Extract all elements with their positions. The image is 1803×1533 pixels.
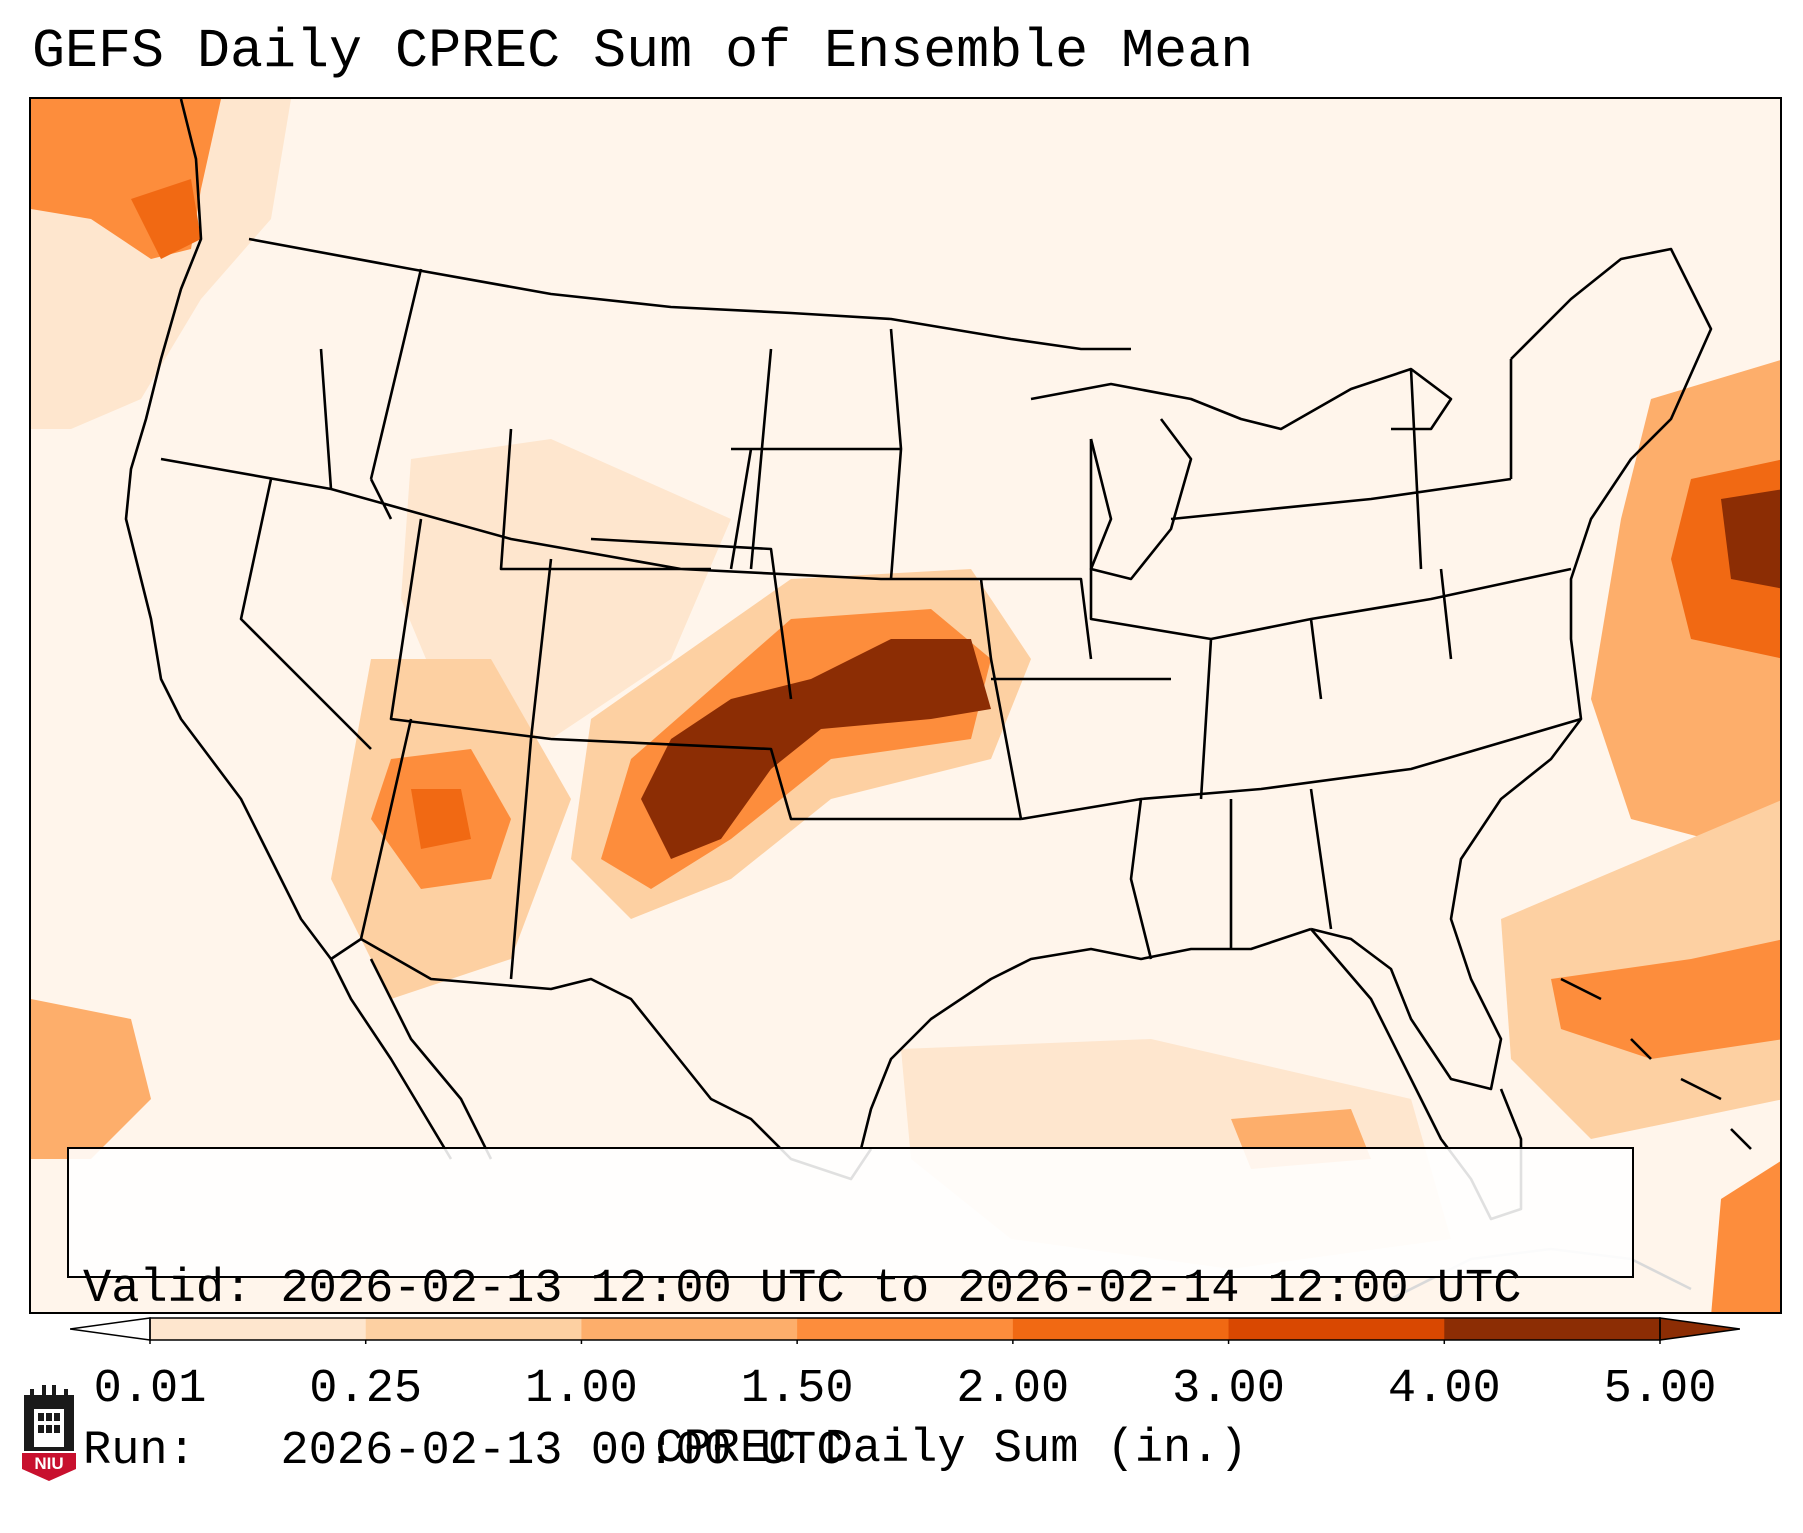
run-row: Run: 2026-02-13 00:00 UTC bbox=[83, 1425, 1632, 1479]
precip-pacific-sw bbox=[31, 999, 151, 1159]
precip-atlantic-max bbox=[1721, 489, 1780, 589]
valid-value: 2026-02-13 12:00 UTC to 2026-02-14 12:00… bbox=[280, 1263, 1522, 1316]
colorbar-tick-labels: 0.01 0.25 1.00 1.50 2.00 3.00 4.00 5.00 bbox=[0, 1362, 1803, 1417]
map-title: GEFS Daily CPREC Sum of Ensemble Mean bbox=[32, 20, 1254, 83]
bahamas-islands bbox=[1560, 977, 1752, 1150]
logo-text: NIU bbox=[34, 1454, 63, 1473]
colorbar-tick-label: 0.25 bbox=[309, 1363, 423, 1416]
colorbar-outline bbox=[149, 1317, 1661, 1341]
colorbar-tick-label: 1.50 bbox=[740, 1363, 854, 1416]
colorbar-tick-label: 5.00 bbox=[1603, 1363, 1717, 1416]
precip-west-wash bbox=[31, 99, 461, 1312]
colorbar-segment bbox=[581, 1318, 798, 1340]
colorbar-segment bbox=[1444, 1318, 1661, 1340]
state-lines bbox=[160, 268, 1582, 980]
run-label: Run: bbox=[83, 1425, 196, 1478]
colorbar-tick-label: 0.01 bbox=[93, 1363, 207, 1416]
validity-info-box: Valid: 2026-02-13 12:00 UTC to 2026-02-1… bbox=[67, 1147, 1634, 1478]
precip-bahamas-mid bbox=[1551, 939, 1780, 1059]
colorbar bbox=[70, 1317, 1740, 1344]
colorbar-segment bbox=[150, 1318, 367, 1340]
precipitation-map bbox=[29, 97, 1782, 1314]
precip-arizona-core bbox=[411, 789, 471, 849]
baja-coast bbox=[329, 958, 493, 1160]
great-lakes bbox=[1030, 367, 1453, 581]
colorbar-tick-label: 3.00 bbox=[1172, 1363, 1285, 1416]
valid-row: Valid: 2026-02-13 12:00 UTC to 2026-02-1… bbox=[83, 1263, 1632, 1317]
niu-logo: NIU bbox=[22, 1385, 76, 1481]
colorbar-segment bbox=[365, 1318, 582, 1340]
colorbar-segment bbox=[797, 1318, 1014, 1340]
boundaries bbox=[124, 99, 1752, 1301]
colorbar-under-arrow bbox=[70, 1317, 151, 1341]
precip-caribbean bbox=[1711, 1161, 1780, 1312]
run-value: 2026-02-13 00:00 UTC bbox=[280, 1425, 845, 1478]
colorbar-label: CPREC Daily Sum (in.) bbox=[655, 1423, 1248, 1476]
us-canada-border bbox=[248, 237, 1131, 351]
precip-field bbox=[31, 99, 1780, 1312]
precip-washington-peak bbox=[131, 179, 201, 259]
colorbar-segment bbox=[1228, 1318, 1445, 1340]
colorbar-tick-label: 1.00 bbox=[525, 1363, 638, 1416]
colorbar-over-arrow bbox=[1659, 1317, 1740, 1341]
valid-label: Valid: bbox=[83, 1263, 253, 1316]
precip-plains-band bbox=[641, 639, 991, 859]
gulf-coastline bbox=[859, 927, 1312, 1150]
west-coastline bbox=[124, 99, 333, 960]
colorbar-tick-label: 4.00 bbox=[1387, 1363, 1501, 1416]
map-canvas bbox=[31, 99, 1780, 1312]
northeast-coastline bbox=[1310, 247, 1713, 1091]
colorbar-segment bbox=[1012, 1318, 1230, 1340]
colorbar-tick-label: 2.00 bbox=[956, 1363, 1070, 1416]
